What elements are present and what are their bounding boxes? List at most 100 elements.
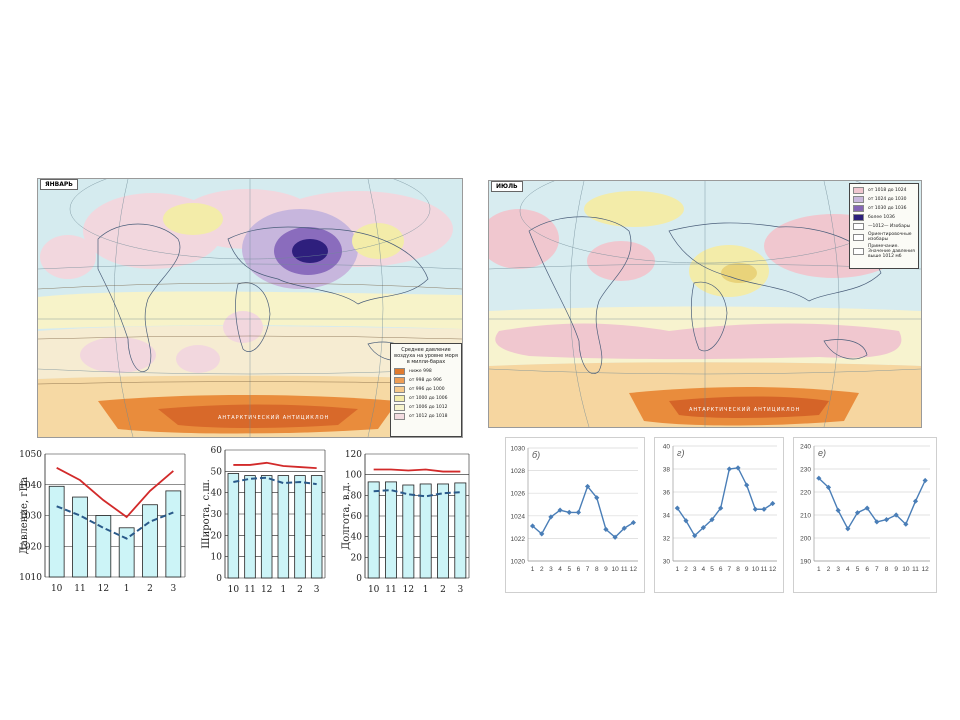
bar [118, 527, 135, 578]
x-tick-label: 9 [894, 566, 898, 573]
july-legend-swatch [853, 223, 864, 230]
july-legend-swatch [853, 196, 864, 203]
data-point [744, 482, 750, 488]
y-tick-label: 40 [663, 444, 671, 451]
series-line [818, 477, 926, 531]
x-tick-label: 1 [817, 566, 821, 573]
dashed-series-line [373, 489, 461, 498]
july-legend-item: от 1024 до 1030 [850, 195, 918, 204]
y-tick-label: 1050 [19, 450, 42, 460]
bar [72, 496, 88, 578]
x-tick-label: 10 [368, 585, 380, 595]
july-map-legend: от 1018 до 1024 от 1024 до 1030 от 1030 до… [849, 183, 919, 269]
y-tick-label: 1022 [511, 536, 526, 543]
january-map-title: ЯНВАРЬ [40, 179, 78, 190]
january-legend-label: от 1012 до 1018 [409, 414, 448, 419]
y-tick-label: 60 [351, 512, 363, 522]
y-tick-label: 32 [663, 536, 671, 543]
x-tick-label: 3 [314, 585, 320, 595]
x-tick-label: 4 [558, 566, 562, 573]
july-legend-swatch [853, 205, 864, 212]
y-tick-label: 20 [351, 553, 363, 563]
january-legend-item: ниже 998 [391, 367, 461, 376]
y-tick-label: 1040 [19, 481, 42, 491]
january-legend-item: от 996 до 1000 [391, 385, 461, 394]
x-tick-label: 12 [922, 566, 930, 573]
y-axis-label: Долгота, в.д. [341, 482, 352, 550]
y-tick-label: 1030 [511, 446, 526, 453]
panel-label: г) [677, 448, 684, 458]
y-axis-label: Давление, гПа [19, 477, 30, 555]
x-tick-label: 10 [752, 566, 760, 573]
y-tick-label: 38 [663, 467, 671, 474]
series-line [373, 468, 461, 473]
july-legend-swatch [853, 187, 864, 194]
x-tick-label: 6 [865, 566, 869, 573]
january-legend-label: от 996 до 1000 [409, 387, 445, 392]
july-legend-label: от 1018 до 1024 [868, 188, 907, 193]
january-map-art: АНТАРКТИЧЕСКИЙ АНТИЦИКЛОН [38, 179, 462, 437]
january-legend-swatch [394, 386, 405, 393]
x-tick-label: 3 [836, 566, 840, 573]
data-point [854, 510, 861, 516]
july-legend-label: Примечание. Значение давления выше 1012 … [868, 244, 915, 259]
x-tick-label: 11 [621, 566, 628, 573]
bar [437, 483, 449, 579]
x-tick-label: 1 [423, 585, 429, 595]
panel-label: е) [818, 448, 826, 458]
y-tick-label: 30 [663, 559, 671, 566]
july-legend-swatch [853, 214, 864, 221]
x-tick-label: 11 [912, 566, 919, 573]
data-point [726, 466, 732, 472]
y-tick-label: 10 [211, 553, 223, 563]
y-tick-label: 1010 [19, 573, 42, 583]
july-legend-item: —1012— Изобары [850, 222, 918, 231]
july-legend-item: Примечание. Значение давления выше 1012 … [850, 243, 918, 260]
x-tick-label: 4 [846, 566, 850, 573]
january-legend-label: от 998 до 996 [409, 378, 442, 383]
bar [227, 473, 240, 579]
y-tick-label: 1020 [511, 559, 526, 566]
january-legend-item: от 1000 до 1006 [391, 394, 461, 403]
x-tick-label: 3 [693, 566, 697, 573]
data-point [922, 477, 928, 484]
january-legend-item: от 998 до 996 [391, 376, 461, 385]
january-pressure-map: АНТАРКТИЧЕСКИЙ АНТИЦИКЛОН ЯНВАРЬ Среднее… [37, 178, 463, 438]
svg-text:АНТАРКТИЧЕСКИЙ АНТИЦИКЛОН: АНТАРКТИЧЕСКИЙ АНТИЦИКЛОН [689, 406, 800, 413]
july-map-title: ИЮЛЬ [491, 181, 523, 192]
y-tick-label: 50 [211, 467, 223, 477]
data-point [835, 507, 841, 513]
y-tick-label: 1026 [511, 491, 526, 498]
x-tick-label: 12 [98, 584, 109, 594]
bar [454, 482, 467, 579]
x-tick-label: 2 [440, 585, 446, 595]
x-tick-label: 1 [531, 566, 535, 573]
july-legend-label: более 1036 [868, 215, 895, 220]
data-point [683, 518, 689, 524]
x-tick-label: 10 [611, 566, 619, 573]
january-legend-title: Среднее давление воздуха на уровне моря … [394, 347, 458, 365]
y-tick-label: 36 [663, 490, 671, 497]
x-tick-label: 5 [567, 566, 571, 573]
y-tick-label: 200 [800, 536, 811, 543]
y-tick-label: 210 [800, 513, 811, 520]
july-legend-swatch [853, 233, 864, 241]
x-tick-label: 10 [51, 584, 63, 594]
january-map-legend: Среднее давление воздуха на уровне моря … [390, 343, 462, 437]
series-line [532, 485, 634, 539]
x-tick-label: 6 [719, 566, 723, 573]
y-tick-label: 120 [345, 450, 362, 460]
bar [402, 484, 415, 579]
x-tick-label: 12 [769, 566, 777, 573]
y-tick-label: 0 [356, 574, 362, 584]
x-tick-label: 10 [902, 566, 910, 573]
y-tick-label: 40 [351, 533, 363, 543]
bar [142, 504, 158, 578]
series-line [233, 461, 317, 470]
y-tick-label: 1030 [19, 512, 42, 522]
january-legend-swatch [394, 395, 405, 402]
